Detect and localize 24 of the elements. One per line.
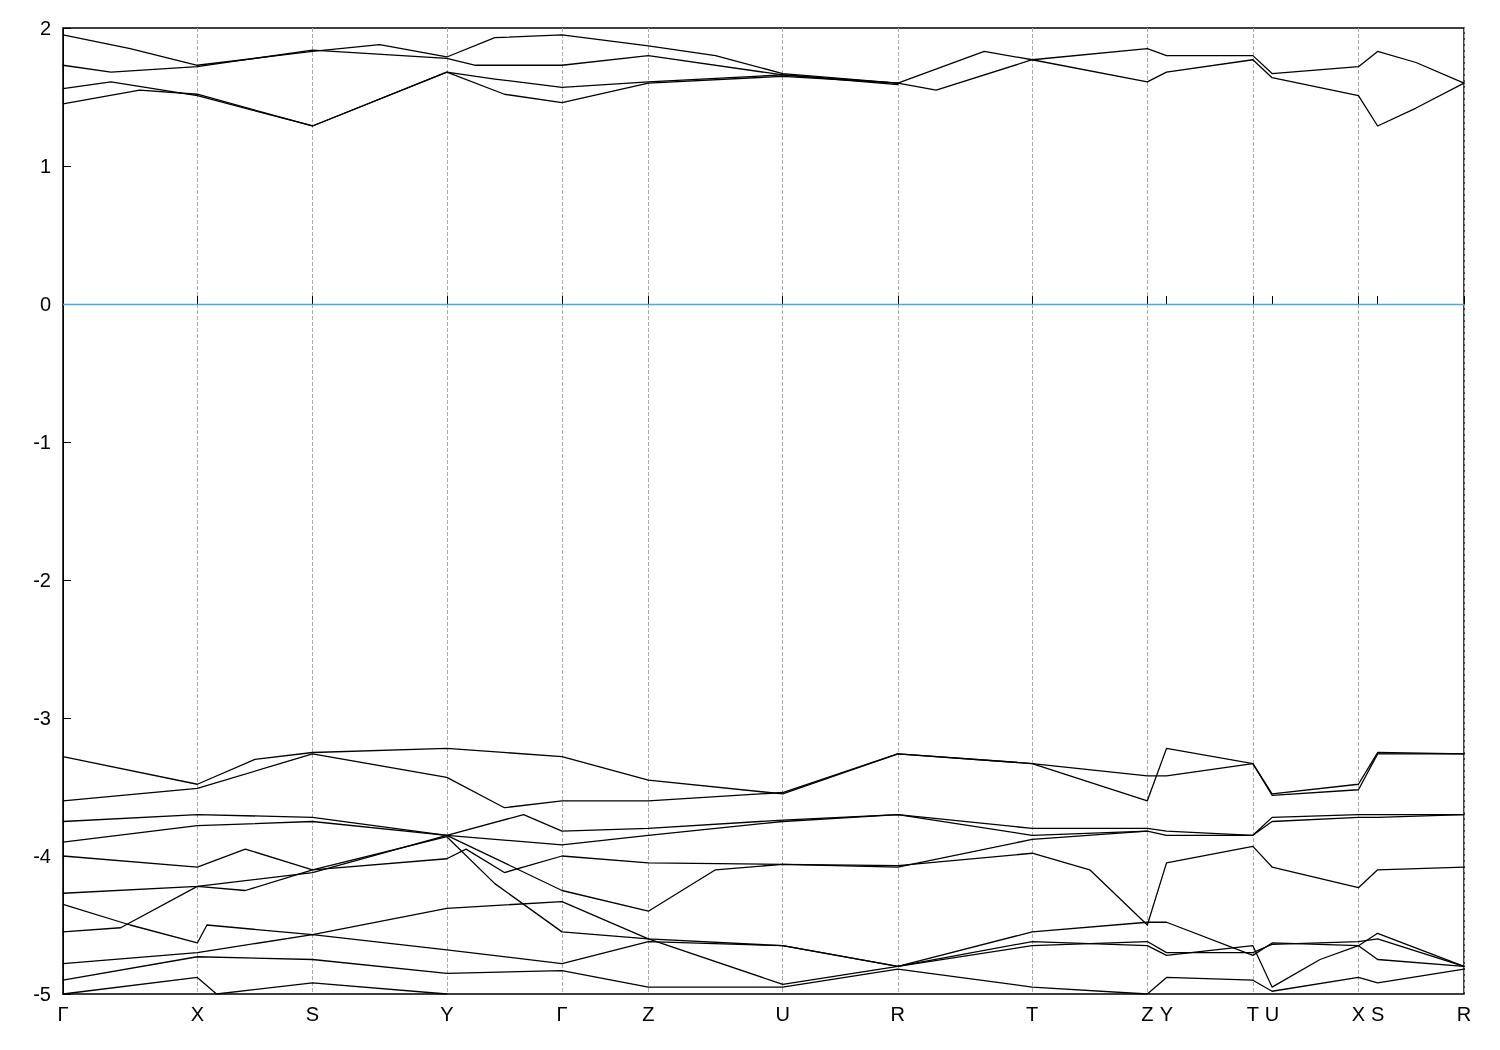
y-tick-label: -3 <box>33 707 51 729</box>
x-tick-label: T <box>1026 1003 1039 1025</box>
x-tick-label: Y <box>440 1003 454 1025</box>
x-tick-label: S <box>1370 1003 1385 1025</box>
y-tick-label: -4 <box>33 845 51 867</box>
x-tick-label: Z <box>642 1003 655 1025</box>
y-tick-label: 1 <box>39 155 51 177</box>
x-tick-label: Z <box>1141 1003 1154 1025</box>
x-tick-label: U <box>1264 1003 1280 1025</box>
x-tick-label: X <box>1351 1003 1366 1025</box>
x-tick-label: R <box>890 1003 906 1025</box>
x-tick-label: Γ <box>556 1003 568 1025</box>
y-tick-label: -1 <box>33 431 51 453</box>
x-tick-label: Γ <box>57 1003 69 1025</box>
x-tick-label: X <box>190 1003 205 1025</box>
y-tick-label: 0 <box>39 293 51 315</box>
y-tick-label: 2 <box>39 17 51 39</box>
x-tick-label: Y <box>1159 1003 1174 1025</box>
x-tick-label: R <box>1456 1003 1472 1025</box>
y-tick-label: -2 <box>33 569 51 591</box>
x-tick-label: S <box>305 1003 320 1025</box>
x-tick-label: T <box>1246 1003 1259 1025</box>
x-tick-label: U <box>775 1003 790 1025</box>
y-tick-label: -5 <box>33 983 51 1005</box>
